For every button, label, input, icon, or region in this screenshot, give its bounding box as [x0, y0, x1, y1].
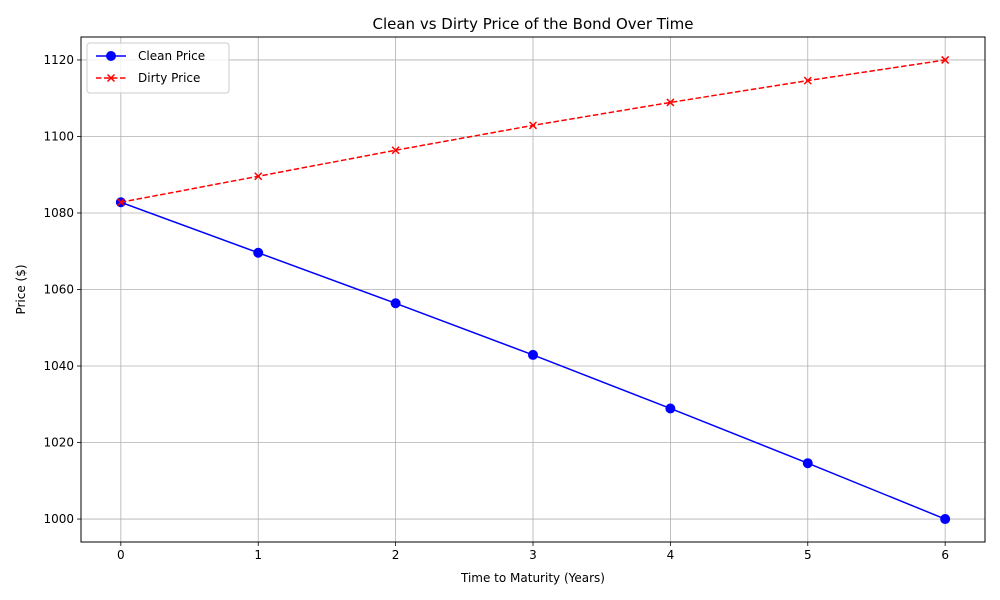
- x-marker-stroke: [803, 76, 812, 85]
- x-tick-label: 1: [254, 548, 262, 562]
- x-tick-label: 0: [117, 548, 125, 562]
- y-tick-label: 1000: [43, 512, 74, 526]
- x-tick-label: 4: [667, 548, 675, 562]
- clean-price-point: [390, 298, 401, 309]
- dirty-price-point: [391, 146, 400, 155]
- legend-clean-price-marker: [106, 51, 116, 61]
- x-marker-stroke: [666, 98, 675, 107]
- x-marker-stroke: [106, 73, 116, 83]
- y-tick-label: 1060: [43, 283, 74, 297]
- clean-price-point: [802, 458, 813, 469]
- clean-price-point: [528, 349, 538, 360]
- legend-dirty-price-label: Dirty Price: [138, 71, 200, 85]
- x-marker-stroke: [528, 121, 538, 130]
- clean-price-point: [665, 403, 676, 414]
- dirty-price-point: [666, 98, 675, 107]
- dirty-price-point: [116, 198, 125, 207]
- grid: [81, 37, 985, 542]
- dirty-price-point: [254, 172, 263, 181]
- ticks: 0 1 2 3 4 5 6 1000 1020 1040 1060 1080 1100 1120: [43, 53, 949, 562]
- y-tick-label: 1040: [43, 359, 74, 373]
- legend: Clean Price Dirty Price: [86, 42, 230, 94]
- series-layer: [115, 55, 951, 525]
- x-tick-label: 3: [529, 548, 537, 562]
- y-tick-label: 1080: [43, 206, 74, 220]
- x-marker-stroke: [254, 172, 263, 181]
- chart-title: Clean vs Dirty Price of the Bond Over Ti…: [373, 15, 694, 33]
- x-marker-stroke: [391, 146, 400, 155]
- clean-price-point: [940, 514, 951, 525]
- x-tick-label: 5: [804, 548, 812, 562]
- dirty-price-point: [941, 55, 950, 64]
- x-tick-label: 6: [941, 548, 949, 562]
- legend-dirty-price-marker: [106, 73, 116, 83]
- y-axis-label: Price ($): [14, 264, 28, 314]
- legend-clean-price-label: Clean Price: [138, 49, 205, 63]
- dirty-price-point: [803, 76, 812, 85]
- y-tick-label: 1020: [43, 436, 74, 450]
- x-tick-label: 2: [392, 548, 400, 562]
- x-marker-stroke: [116, 198, 125, 207]
- x-marker-stroke: [941, 55, 950, 64]
- clean-price-point: [253, 247, 264, 258]
- dirty-price-point: [528, 121, 538, 130]
- x-axis-label: Time to Maturity (Years): [460, 571, 605, 585]
- y-tick-label: 1100: [43, 129, 74, 143]
- y-tick-label: 1120: [43, 53, 74, 67]
